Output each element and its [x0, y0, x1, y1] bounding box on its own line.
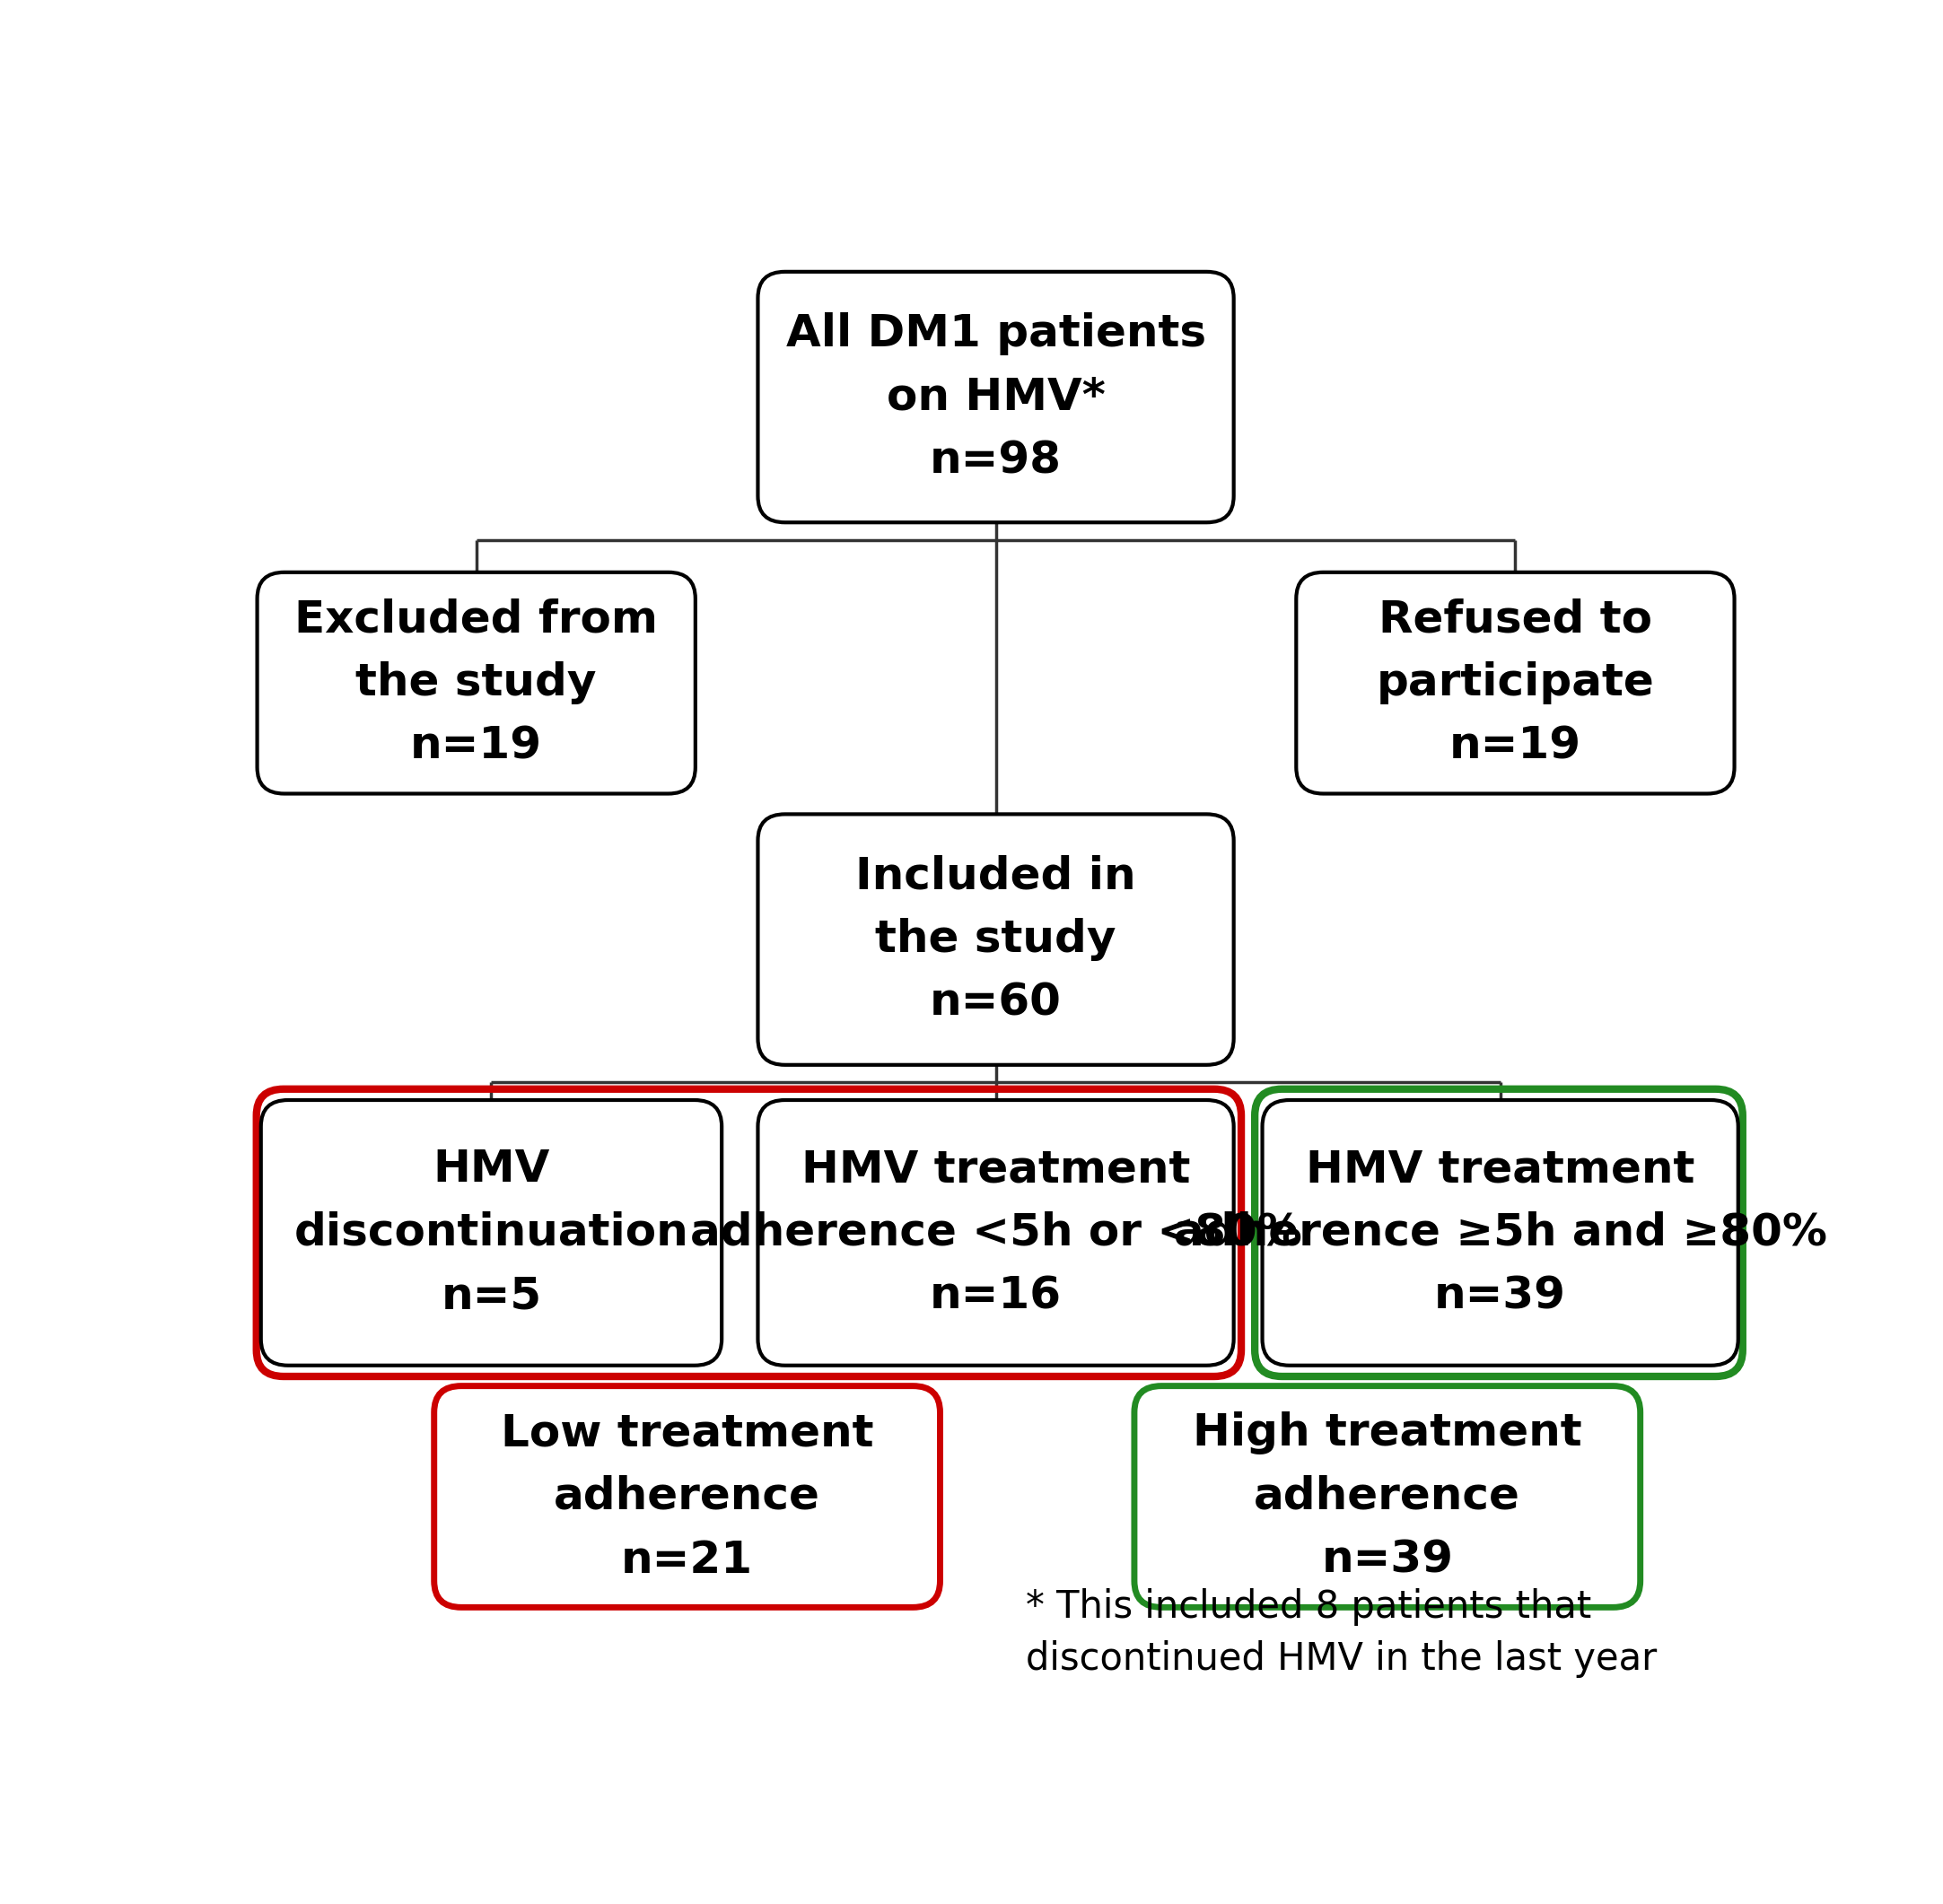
FancyBboxPatch shape	[1135, 1386, 1640, 1607]
FancyBboxPatch shape	[758, 272, 1234, 522]
Text: Low treatment
adherence
n=21: Low treatment adherence n=21	[501, 1411, 874, 1582]
Text: Included in
the study
n=60: Included in the study n=60	[855, 855, 1137, 1024]
Text: HMV
discontinuation
n=5: HMV discontinuation n=5	[293, 1148, 688, 1318]
FancyBboxPatch shape	[1263, 1101, 1739, 1365]
Text: HMV treatment
adherence <5h or <80%
n=16: HMV treatment adherence <5h or <80% n=16	[690, 1148, 1302, 1318]
Text: * This included 8 patients that
discontinued HMV in the last year: * This included 8 patients that disconti…	[1026, 1588, 1657, 1677]
FancyBboxPatch shape	[433, 1386, 940, 1607]
FancyBboxPatch shape	[256, 573, 696, 794]
Text: Excluded from
the study
n=19: Excluded from the study n=19	[295, 598, 659, 767]
FancyBboxPatch shape	[758, 1101, 1234, 1365]
Text: Refused to
participate
n=19: Refused to participate n=19	[1376, 598, 1653, 767]
FancyBboxPatch shape	[758, 815, 1234, 1064]
Text: All DM1 patients
on HMV*
n=98: All DM1 patients on HMV* n=98	[785, 312, 1207, 482]
FancyBboxPatch shape	[1296, 573, 1735, 794]
FancyBboxPatch shape	[260, 1101, 721, 1365]
Text: High treatment
adherence
n=39: High treatment adherence n=39	[1193, 1411, 1582, 1582]
Text: HMV treatment
adherence ≥5h and ≥80%
n=39: HMV treatment adherence ≥5h and ≥80% n=3…	[1174, 1148, 1826, 1318]
